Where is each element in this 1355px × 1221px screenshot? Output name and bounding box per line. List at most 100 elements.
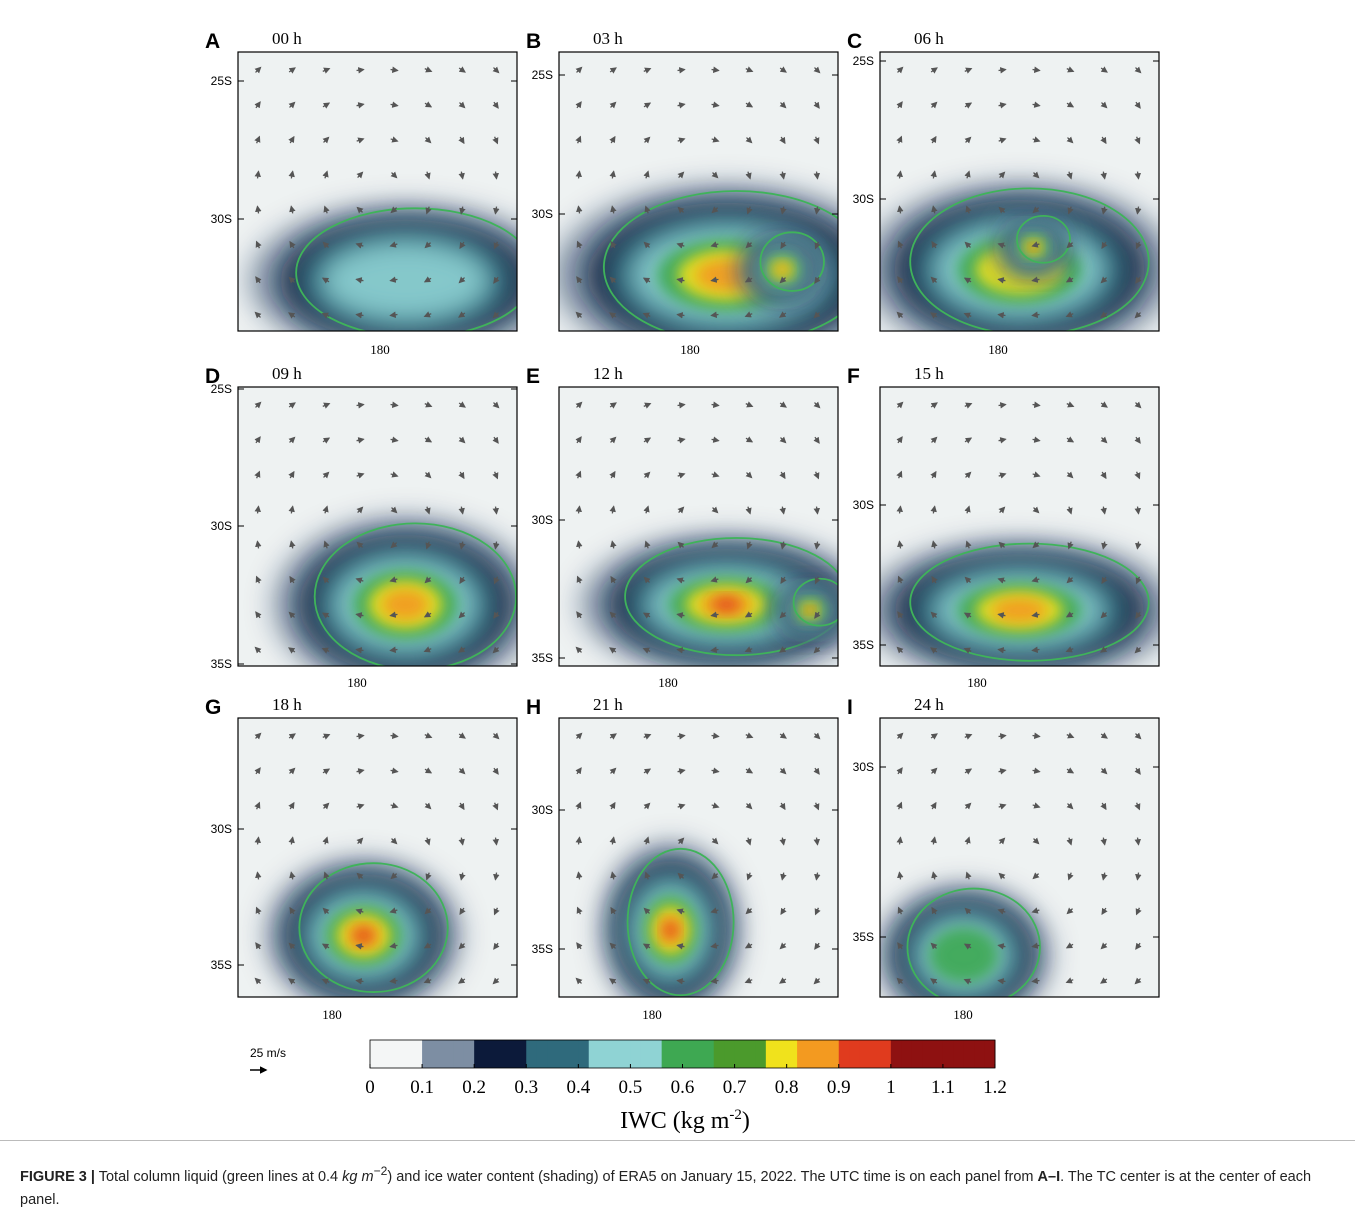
wind-arrow [389, 646, 398, 653]
wind-arrow [356, 837, 364, 845]
wind-arrow [964, 505, 971, 514]
wind-arrow [356, 206, 364, 214]
wind-arrow [254, 170, 261, 179]
colorbar-cell [515, 1040, 527, 1068]
wind-arrow [288, 767, 296, 775]
wind-arrow [1031, 977, 1040, 984]
wind-arrow [321, 312, 330, 319]
wind-arrow [390, 136, 399, 143]
wind-arrow [896, 646, 904, 654]
wind-arrow [1031, 907, 1040, 914]
wind-arrow [997, 647, 1006, 654]
wind-arrow [997, 908, 1006, 915]
wind-arrow [813, 506, 820, 515]
wind-arrow [424, 837, 431, 846]
wind-arrow [254, 767, 261, 775]
lat-label: 25S [853, 54, 874, 68]
wind-arrow [745, 101, 754, 108]
wind-arrow [356, 102, 365, 109]
wind-arrow [459, 907, 466, 916]
wind-arrow [389, 576, 398, 583]
wind-arrow [676, 943, 685, 950]
wind-arrow [356, 472, 365, 479]
wind-arrow [997, 242, 1006, 249]
colorbar-cell [870, 1040, 881, 1068]
map-frame [879, 51, 1160, 332]
wind-arrow [458, 802, 465, 811]
wind-arrow [779, 276, 787, 284]
wind-arrow [255, 276, 262, 284]
wind-arrow [289, 540, 296, 549]
map-panel [559, 718, 838, 997]
wind-arrow [322, 170, 329, 179]
wind-arrow [254, 436, 261, 444]
wind-arrow [711, 436, 720, 443]
wind-arrow [288, 611, 296, 619]
wind-arrow [575, 505, 582, 514]
wind-arrow [1031, 311, 1040, 318]
liquid-contour [759, 231, 825, 292]
wind-arrow [424, 732, 433, 739]
wind-arrow [576, 540, 583, 549]
panel-letter: C [847, 30, 862, 53]
wind-arrow [609, 276, 617, 284]
wind-arrow [643, 437, 652, 444]
wind-arrow [492, 767, 499, 775]
wind-arrow [676, 277, 685, 284]
wind-arrow [289, 906, 296, 915]
wind-arrow [424, 471, 432, 479]
wind-arrow [459, 541, 466, 550]
colorbar-cell [942, 1040, 954, 1068]
liquid-contour [906, 887, 1041, 997]
wind-arrow [964, 102, 973, 109]
wind-arrow [492, 136, 499, 145]
wind-arrow [1101, 206, 1108, 215]
wind-arrow [254, 505, 261, 514]
wind-arrow [745, 436, 754, 443]
wind-arrow [677, 171, 685, 179]
wind-arrow [813, 732, 821, 740]
wind-arrow [813, 311, 821, 319]
wind-arrow [493, 611, 500, 619]
panel-letter: I [847, 696, 853, 719]
colorbar-tick-label: 0.7 [723, 1077, 747, 1098]
wind-arrow [711, 136, 720, 143]
wind-arrow [745, 471, 753, 479]
wind-arrow [356, 437, 365, 444]
wind-arrow [896, 977, 904, 985]
colorbar-cell [599, 1040, 611, 1068]
wind-arrow [424, 767, 433, 774]
wind-arrow [814, 907, 821, 916]
wind-arrow [493, 206, 500, 215]
wind-arrow [609, 470, 616, 479]
wind-arrow [458, 646, 466, 653]
wind-arrow [254, 470, 261, 479]
wind-arrow [931, 575, 938, 584]
wind-arrow [254, 311, 262, 319]
wind-arrow [493, 241, 500, 250]
colorbar-tick-label: 0.9 [827, 1077, 851, 1098]
wind-arrow [1066, 837, 1073, 846]
wind-arrow [575, 401, 583, 409]
wind-arrow [896, 101, 903, 109]
liquid-contour [909, 542, 1150, 662]
wind-arrow [1100, 646, 1108, 653]
panel-time: 06 h [914, 29, 944, 48]
wind-arrow [746, 541, 753, 550]
wind-arrow [964, 768, 973, 775]
wind-arrow [254, 101, 261, 109]
wind-arrow [493, 907, 500, 916]
colorbar-cell [609, 1040, 621, 1068]
wind-arrow [1134, 171, 1141, 180]
wind-arrow [576, 205, 583, 214]
wind-arrow [814, 611, 821, 619]
wind-arrow [458, 767, 466, 775]
wind-arrow [288, 312, 296, 319]
wind-arrow [1066, 732, 1075, 739]
wind-arrow [964, 67, 973, 74]
wind-arrow [321, 978, 330, 985]
wind-arrow [288, 436, 296, 444]
map-frame [558, 717, 839, 998]
wind-arrow [642, 978, 651, 985]
wind-arrow [389, 942, 398, 949]
